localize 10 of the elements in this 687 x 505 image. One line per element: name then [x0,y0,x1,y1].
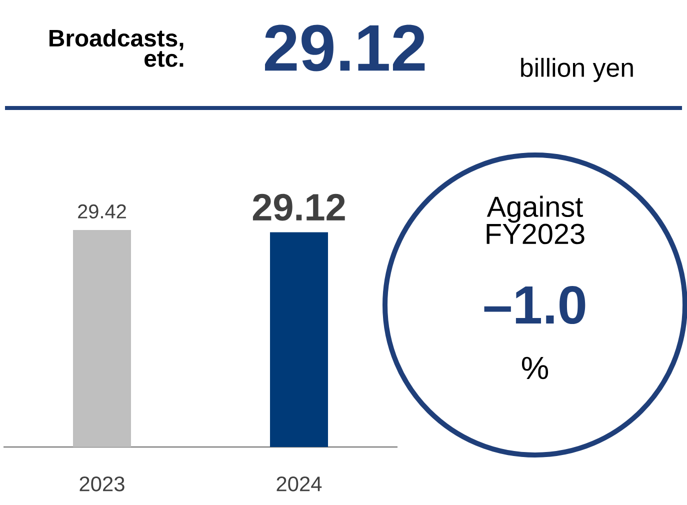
text: % [522,356,548,380]
text: billion yen [521,58,633,82]
text: Against FY2023 [486,196,584,244]
chart-title: Broadcasts, etc. [50,29,184,67]
text: –1.0 [484,286,586,324]
x-tick-label: 2023 [80,476,124,492]
data-label: 29.42 [78,204,126,218]
x-tick-label: 2024 [276,476,322,492]
text: 29.12 [265,24,425,72]
data-label: 29.12 [252,194,345,221]
